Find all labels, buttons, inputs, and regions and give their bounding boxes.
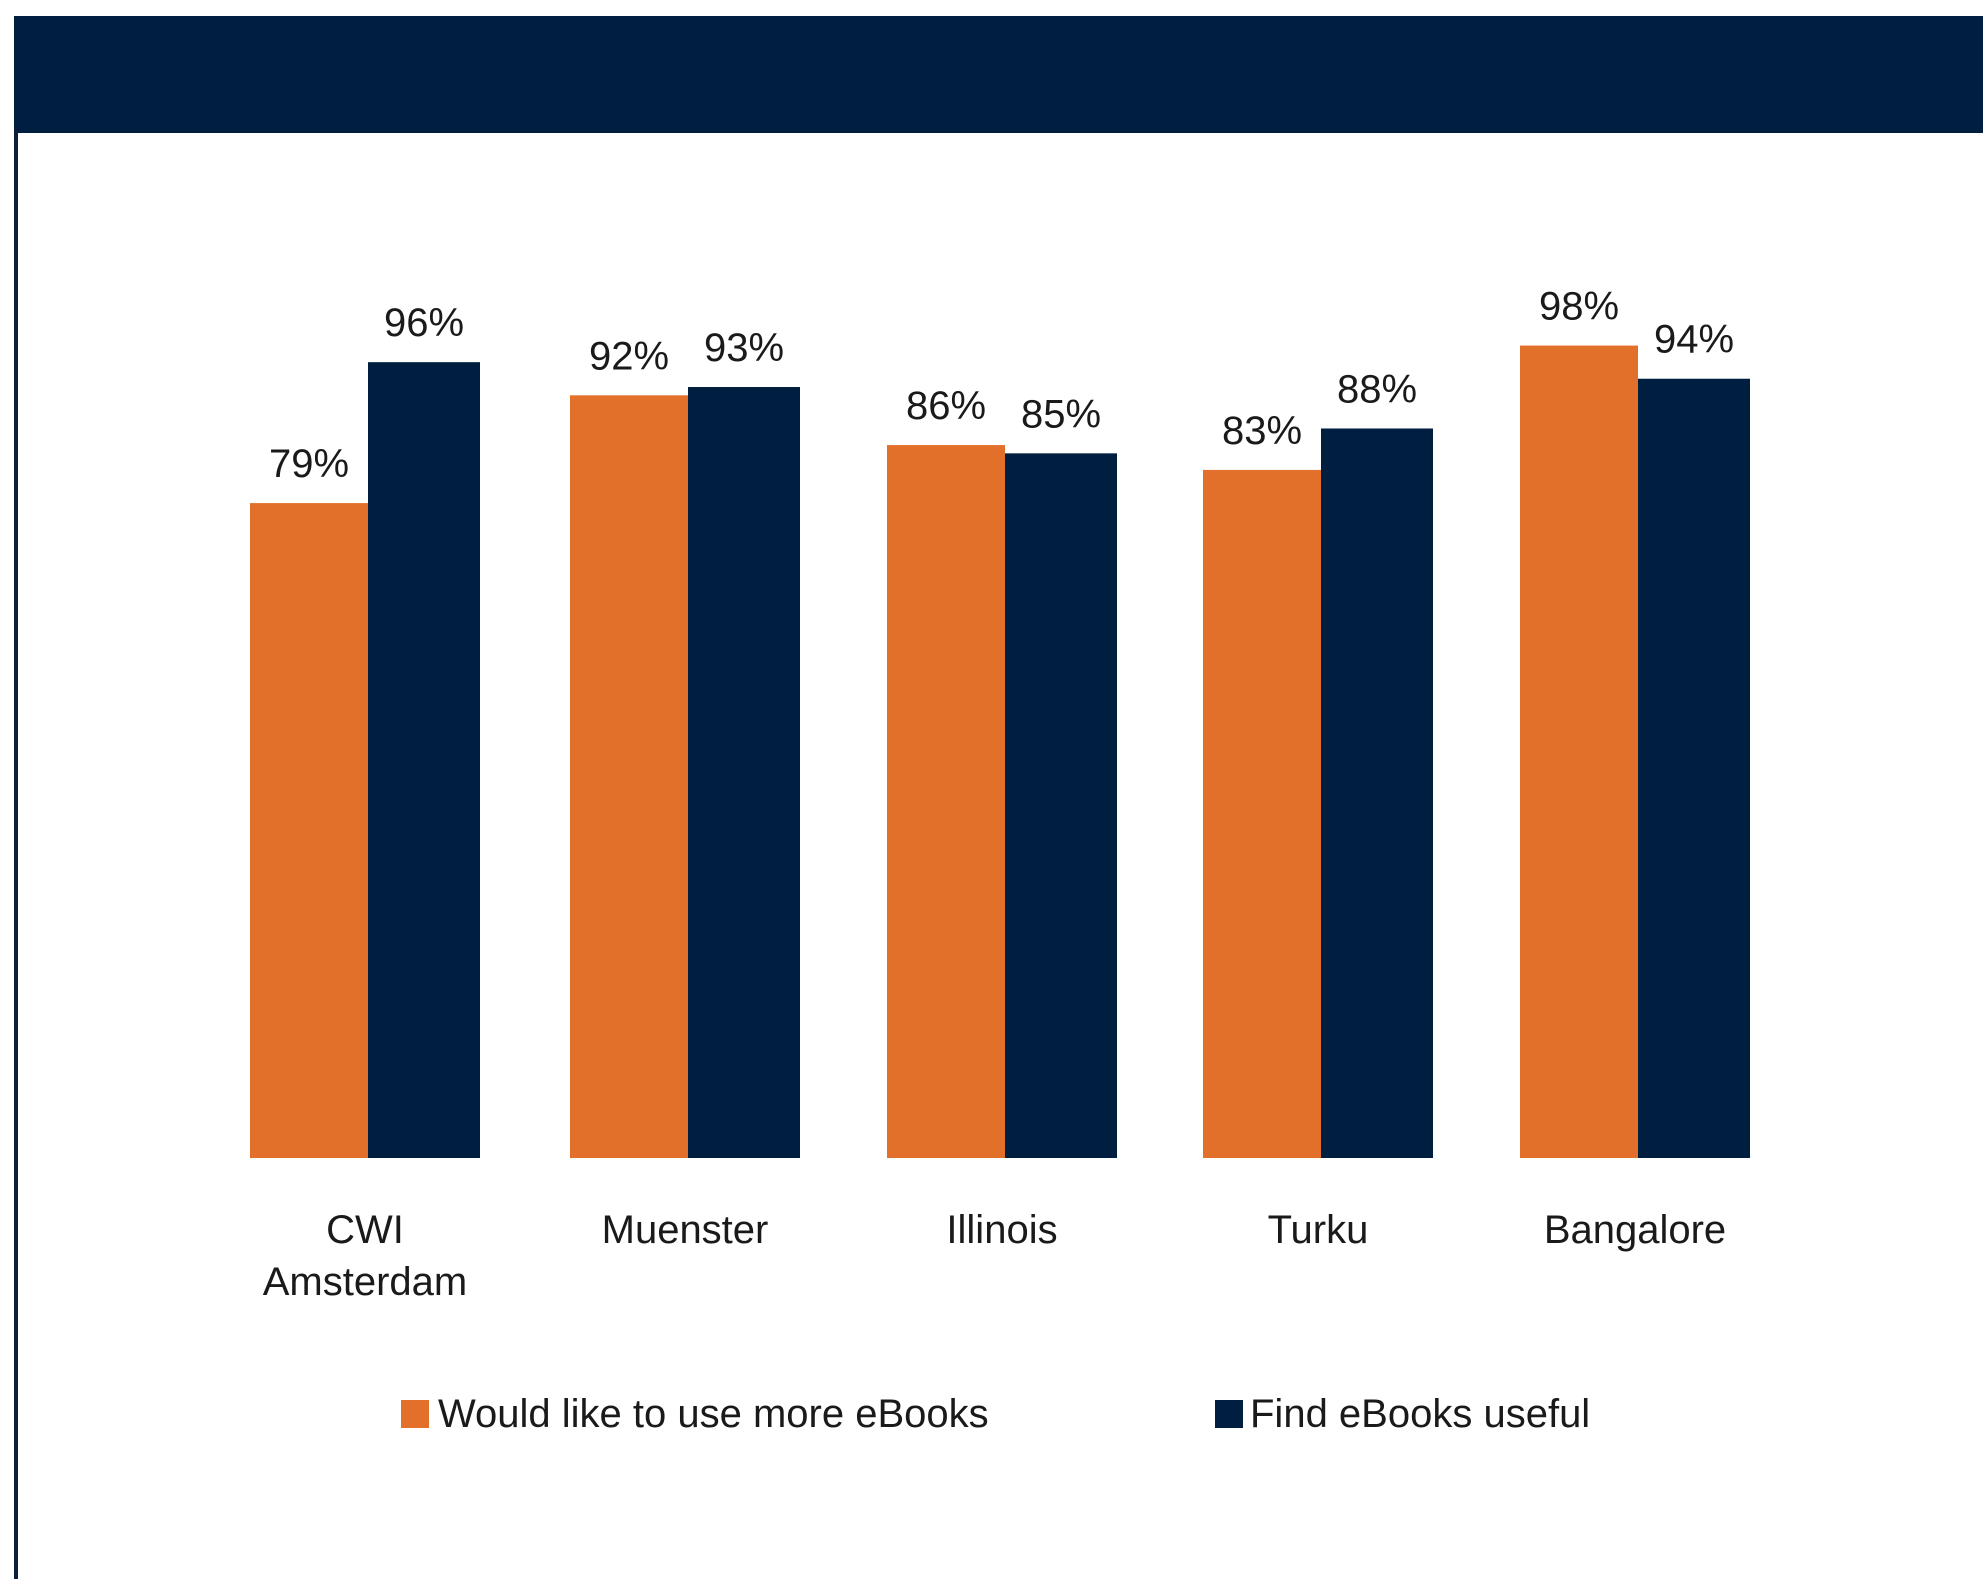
bar-use-more-1 (570, 395, 688, 1158)
bar-useful-4 (1638, 378, 1750, 1158)
bar-use-more-3 (1203, 469, 1321, 1158)
data-label-use-more-0: 79% (269, 442, 349, 486)
legend: Would like to use more eBooks Find eBooks… (401, 1392, 1590, 1436)
category-label-4: Bangalore (1544, 1208, 1726, 1252)
legend-swatch-use-more (401, 1400, 429, 1428)
data-label-use-more-3: 83% (1222, 409, 1302, 453)
header-band (14, 16, 1983, 133)
category-label-0: CWI (326, 1208, 404, 1252)
bar-useful-0 (368, 362, 480, 1158)
data-label-useful-2: 85% (1021, 392, 1101, 436)
legend-label-useful: Find eBooks useful (1250, 1392, 1590, 1436)
data-label-use-more-1: 92% (589, 334, 669, 378)
category-label-1: Muenster (602, 1208, 769, 1252)
data-label-useful-3: 88% (1337, 367, 1417, 411)
data-labels-group: 79% 96% 92% 93% 86% 85% 83% 88% 98% 94% (269, 285, 1734, 487)
category-label-2: Illinois (946, 1208, 1057, 1252)
data-label-use-more-2: 86% (906, 384, 986, 428)
legend-swatch-useful (1215, 1400, 1243, 1428)
category-label-3: Turku (1268, 1208, 1369, 1252)
bar-use-more-2 (887, 445, 1005, 1158)
bar-useful-3 (1321, 428, 1433, 1159)
bar-useful-2 (1005, 453, 1117, 1159)
data-label-use-more-4: 98% (1539, 285, 1619, 329)
data-label-useful-1: 93% (704, 326, 784, 370)
data-label-useful-0: 96% (384, 301, 464, 345)
bars-group (250, 345, 1750, 1159)
category-label-0-line2: Amsterdam (263, 1260, 468, 1304)
bar-use-more-4 (1520, 345, 1638, 1159)
bar-use-more-0 (250, 503, 368, 1159)
category-labels-group: CWI Amsterdam Muenster Illinois Turku Bangalo… (263, 1208, 1726, 1304)
bar-useful-1 (688, 387, 800, 1158)
left-border-rule (14, 130, 18, 1579)
data-label-useful-4: 94% (1654, 318, 1734, 362)
legend-label-use-more: Would like to use more eBooks (438, 1392, 989, 1436)
